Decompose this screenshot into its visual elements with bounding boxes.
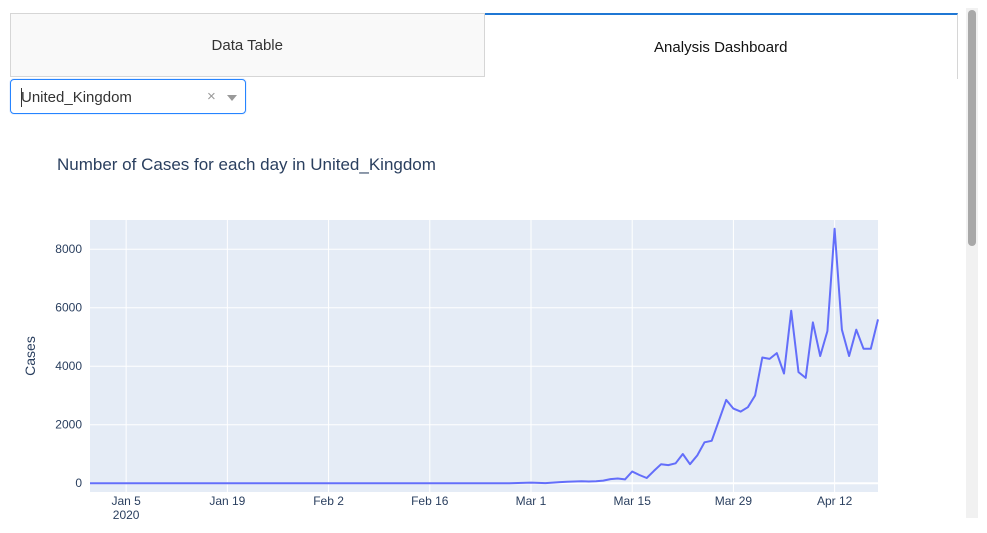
dropdown-selected-value: United_Kingdom — [21, 89, 132, 106]
tab-data-table[interactable]: Data Table — [10, 13, 485, 77]
series-line[interactable] — [90, 227, 879, 485]
scrollbar[interactable] — [966, 8, 978, 518]
chart-title: Number of Cases for each day in United_K… — [57, 155, 436, 174]
country-dropdown[interactable]: United_Kingdom × — [10, 79, 246, 114]
x-tick-label: Jan 5 — [111, 494, 141, 508]
x-tick-year-label: 2020 — [113, 508, 140, 522]
chevron-down-icon[interactable] — [227, 95, 237, 101]
x-tick-label: Feb 16 — [411, 494, 449, 508]
y-tick-label: 2000 — [55, 418, 82, 432]
y-axis-label: Cases — [22, 336, 38, 376]
x-tick-label: Mar 29 — [715, 494, 753, 508]
x-tick-label: Mar 1 — [516, 494, 547, 508]
y-tick-label: 8000 — [55, 242, 82, 256]
clear-icon[interactable]: × — [207, 88, 216, 105]
x-tick-label: Apr 12 — [817, 494, 853, 508]
y-tick-label: 6000 — [55, 301, 82, 315]
plot-area[interactable] — [90, 220, 878, 492]
scrollbar-thumb[interactable] — [968, 10, 976, 246]
x-tick-label: Jan 19 — [209, 494, 245, 508]
x-tick-label: Mar 15 — [614, 494, 652, 508]
x-tick-label: Feb 2 — [313, 494, 344, 508]
y-tick-label: 4000 — [55, 359, 82, 373]
tab-bar: Data Table Analysis Dashboard — [10, 13, 958, 79]
y-tick-label: 0 — [75, 476, 82, 490]
y-axis-ticks: 0 2000 4000 6000 8000 — [55, 242, 82, 490]
text-cursor — [21, 88, 22, 107]
tab-analysis-dashboard[interactable]: Analysis Dashboard — [484, 13, 958, 79]
